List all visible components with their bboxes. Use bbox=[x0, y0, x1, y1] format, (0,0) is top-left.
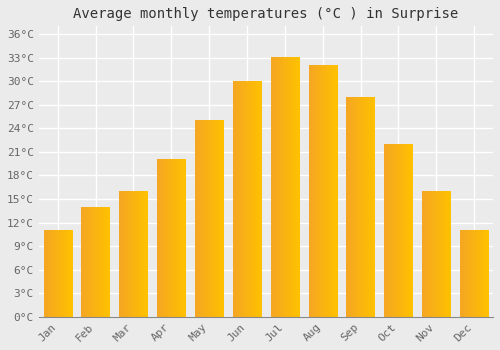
Title: Average monthly temperatures (°C ) in Surprise: Average monthly temperatures (°C ) in Su… bbox=[74, 7, 458, 21]
